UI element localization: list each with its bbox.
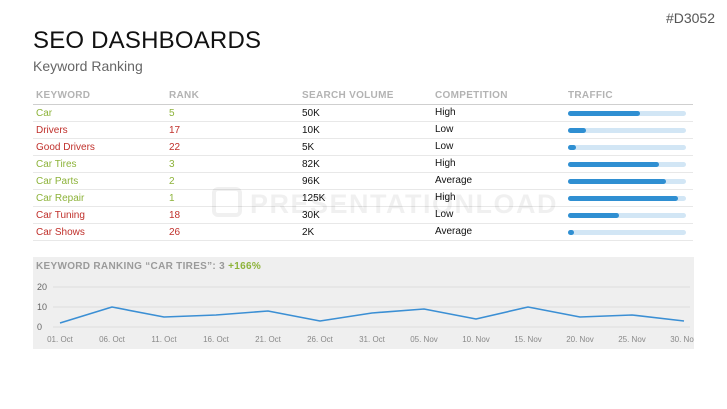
traffic-bar-track	[568, 127, 686, 133]
table-row: Drivers 17 10K Low	[33, 121, 693, 139]
x-tick-label: 05. Nov	[410, 335, 438, 344]
search-volume-cell: 5K	[299, 138, 432, 156]
traffic-bar-fill	[568, 110, 640, 116]
table-row: Car Parts 2 96K Average	[33, 172, 693, 190]
chart-title-change: +166%	[228, 261, 262, 272]
search-volume-cell: 30K	[299, 206, 432, 224]
traffic-bar-fill	[568, 178, 666, 184]
traffic-cell	[565, 206, 693, 224]
table-row: Car Tires 3 82K High	[33, 155, 693, 173]
competition-cell: Low	[432, 138, 565, 156]
document-code: #D3052	[665, 10, 715, 26]
table-row: Car Tuning 18 30K Low	[33, 206, 693, 224]
keyword-cell: Car	[33, 104, 166, 122]
table-row: Car Repair 1 125K High	[33, 189, 693, 207]
keyword-cell: Car Parts	[33, 172, 166, 190]
table-header-row: KEYWORD RANK SEARCH VOLUME COMPETITION T…	[33, 90, 693, 105]
x-tick-label: 06. Oct	[99, 335, 126, 344]
traffic-bar-track	[568, 195, 686, 201]
keyword-cell: Car Repair	[33, 189, 166, 207]
keyword-cell: Drivers	[33, 121, 166, 139]
chart-title-text: KEYWORD RANKING “CAR TIRES”: 3	[36, 261, 226, 272]
column-header-keyword: KEYWORD	[33, 90, 166, 105]
traffic-cell	[565, 189, 693, 207]
column-header-search-volume: SEARCH VOLUME	[299, 90, 432, 105]
traffic-cell	[565, 121, 693, 139]
column-header-rank: RANK	[166, 90, 299, 105]
x-tick-label: 31. Oct	[359, 335, 386, 344]
rank-cell: 3	[166, 155, 299, 173]
search-volume-cell: 125K	[299, 189, 432, 207]
keyword-cell: Good Drivers	[33, 138, 166, 156]
competition-cell: Low	[432, 121, 565, 139]
traffic-cell	[565, 155, 693, 173]
x-tick-label: 11. Oct	[151, 335, 177, 344]
traffic-bar-track	[568, 178, 686, 184]
table-row: Good Drivers 22 5K Low	[33, 138, 693, 156]
x-tick-label: 16. Oct	[203, 335, 230, 344]
traffic-bar-track	[568, 144, 686, 150]
rank-cell: 17	[166, 121, 299, 139]
traffic-bar-fill	[568, 127, 586, 133]
rank-cell: 5	[166, 104, 299, 122]
search-volume-cell: 96K	[299, 172, 432, 190]
competition-cell: Average	[432, 223, 565, 241]
x-tick-label: 01. Oct	[47, 335, 74, 344]
x-tick-label: 25. Nov	[618, 335, 646, 344]
keyword-cell: Car Tires	[33, 155, 166, 173]
x-tick-label: 21. Oct	[255, 335, 282, 344]
y-tick-label: 0	[37, 322, 42, 332]
series-line	[59, 306, 685, 324]
keyword-table: KEYWORD RANK SEARCH VOLUME COMPETITION T…	[33, 90, 693, 241]
x-tick-label: 26. Oct	[307, 335, 334, 344]
x-tick-label: 20. Nov	[566, 335, 594, 344]
y-tick-label: 20	[37, 282, 47, 292]
search-volume-cell: 10K	[299, 121, 432, 139]
table-row: Car Shows 26 2K Average	[33, 223, 693, 241]
ranking-chart-panel: KEYWORD RANKING “CAR TIRES”: 3 +166% 0 10…	[33, 257, 694, 349]
traffic-bar-fill	[568, 161, 659, 167]
competition-cell: High	[432, 155, 565, 173]
traffic-bar-track	[568, 229, 686, 235]
traffic-bar-track	[568, 110, 686, 116]
rank-cell: 26	[166, 223, 299, 241]
page-subtitle: Keyword Ranking	[33, 58, 143, 74]
traffic-bar-fill	[568, 144, 577, 150]
rank-cell: 22	[166, 138, 299, 156]
traffic-cell	[565, 172, 693, 190]
column-header-traffic: TRAFFIC	[565, 90, 693, 105]
competition-cell: High	[432, 189, 565, 207]
page-title: SEO DASHBOARDS	[33, 27, 262, 54]
rank-cell: 18	[166, 206, 299, 224]
traffic-bar-fill	[568, 229, 574, 235]
table-row: Car 5 50K High	[33, 104, 693, 122]
traffic-bar-track	[568, 161, 686, 167]
traffic-cell	[565, 138, 693, 156]
traffic-bar-fill	[568, 212, 619, 218]
search-volume-cell: 50K	[299, 104, 432, 122]
rank-cell: 1	[166, 189, 299, 207]
column-header-competition: COMPETITION	[432, 90, 565, 105]
rank-cell: 2	[166, 172, 299, 190]
search-volume-cell: 2K	[299, 223, 432, 241]
competition-cell: Low	[432, 206, 565, 224]
chart-title: KEYWORD RANKING “CAR TIRES”: 3 +166%	[36, 261, 261, 272]
keyword-cell: Car Tuning	[33, 206, 166, 224]
x-tick-label: 15. Nov	[514, 335, 542, 344]
keyword-cell: Car Shows	[33, 223, 166, 241]
competition-cell: Average	[432, 172, 565, 190]
y-tick-label: 10	[37, 302, 47, 312]
traffic-bar-track	[568, 212, 686, 218]
traffic-cell	[565, 104, 693, 122]
traffic-cell	[565, 223, 693, 241]
competition-cell: High	[432, 104, 565, 122]
x-tick-label: 10. Nov	[462, 335, 490, 344]
search-volume-cell: 82K	[299, 155, 432, 173]
traffic-bar-fill	[568, 195, 678, 201]
ranking-line-chart: 0 10 20 01. Oct 06. Oct 11. Oct 16. Oct 21. Oct…	[37, 282, 694, 344]
x-tick-label: 30. Nov	[670, 335, 694, 344]
